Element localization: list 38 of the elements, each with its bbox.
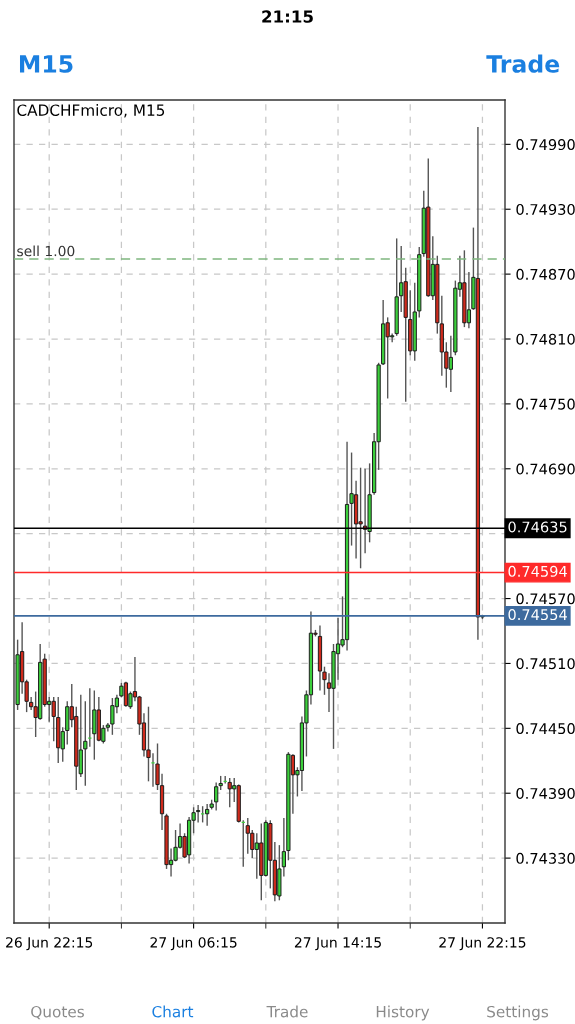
candlestick (150, 752, 156, 788)
text: Chart (152, 1005, 194, 1018)
y-tick-label: 0.74570 (516, 593, 575, 605)
x-tick-label: 26 Jun 22:15 (6, 937, 93, 951)
y-tick-label: 0.74870 (516, 268, 575, 280)
text: History (376, 1005, 430, 1021)
candlestick (205, 803, 210, 827)
chart-title: CADCHFmicro, M15 (17, 104, 165, 118)
candlestick (110, 697, 115, 736)
candlestick (51, 696, 56, 743)
candlestick (146, 706, 151, 783)
y-tick-label: 0.74390 (516, 787, 575, 799)
y-tick-label: 0.74750 (516, 398, 575, 410)
x-tick-label: 27 Jun 22:15 (439, 937, 526, 951)
y-tick-label: 0.74930 (516, 203, 575, 215)
y-tick-label: 0.74330 (516, 852, 575, 864)
candlestick (358, 467, 363, 569)
candlestick (227, 777, 232, 808)
text: Trade (266, 1005, 308, 1018)
y-tick-label: 0.74690 (516, 463, 575, 475)
text: 21:15 (262, 10, 313, 23)
candlestick (123, 681, 129, 708)
x-tick-label: 27 Jun 14:15 (294, 937, 381, 951)
ref-line-label: 0.74554 (508, 609, 567, 621)
candlestick (92, 689, 97, 761)
ref-line-label: sell 1.00 (17, 245, 75, 257)
y-tick-label: 0.74990 (516, 139, 575, 151)
y-tick-label: 0.74450 (516, 723, 575, 735)
candlestick (466, 271, 472, 329)
y-tick-label: 0.74810 (516, 333, 575, 345)
text: M15 (19, 55, 73, 73)
y-tick-label: 0.74510 (516, 658, 575, 670)
text: Settings (487, 1005, 549, 1021)
x-tick-label: 27 Jun 06:15 (150, 937, 237, 951)
ref-line-label: 0.74594 (508, 565, 567, 577)
text: Quotes (31, 1005, 84, 1020)
ref-line-label: 0.74635 (508, 521, 567, 533)
text: Trade (486, 54, 560, 73)
